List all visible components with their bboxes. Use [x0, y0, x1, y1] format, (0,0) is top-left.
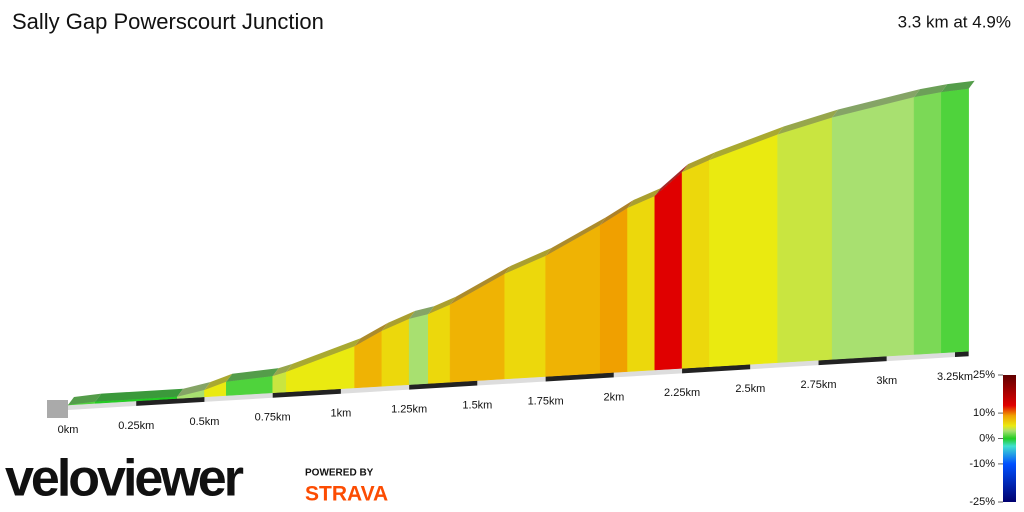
top-surface [941, 80, 975, 93]
base-strip [886, 352, 955, 362]
colorscale-label: -10% [969, 458, 995, 470]
gradient-segment [286, 345, 355, 393]
colorscale-label: 25% [973, 369, 995, 381]
top-surface [832, 89, 921, 118]
base-strip [955, 351, 969, 358]
x-tick-label: 2.25km [664, 387, 700, 399]
x-tick-label: 0.75km [255, 412, 291, 424]
gradient-segment [627, 195, 656, 372]
base-strip [136, 396, 205, 406]
x-tick-label: 2km [603, 391, 624, 403]
top-surface [654, 164, 689, 197]
brand-logo: veloviewer [5, 450, 244, 508]
base-strip [272, 388, 341, 398]
top-surface [627, 188, 661, 209]
gradient-segment [654, 171, 683, 371]
gradient-segment [504, 255, 546, 380]
top-surface [600, 200, 634, 226]
colorscale-label: 0% [979, 432, 995, 444]
gradient-segment [449, 273, 505, 383]
top-surface [682, 152, 716, 173]
top-surface [177, 381, 211, 397]
gradient-segment [428, 304, 451, 384]
gradient-segment [681, 159, 710, 369]
gradient-segment [913, 91, 942, 355]
top-surface [204, 373, 233, 390]
start-block [47, 400, 68, 418]
top-surface [272, 363, 293, 377]
x-tick-label: 1km [331, 408, 352, 420]
chart-title: Sally Gap Powerscourt Junction [12, 9, 324, 34]
colorscale-bar [1003, 375, 1016, 502]
gradient-segment [408, 313, 429, 385]
x-tick-label: 0.5km [189, 416, 219, 428]
x-tick-label: 1.5km [462, 399, 492, 411]
base-strip [613, 368, 683, 378]
top-surface [95, 388, 184, 402]
base-strip [818, 356, 887, 366]
base-strip [68, 400, 137, 410]
x-tick-label: 2.5km [735, 383, 765, 395]
top-surface [354, 322, 388, 347]
strava-logo: STRAVA [305, 483, 388, 506]
base-strip [682, 364, 751, 374]
x-tick-label: 2.75km [800, 379, 836, 391]
summary: 3.3 km at 4.9% [898, 12, 1011, 31]
powered-by: POWERED BY [305, 468, 374, 479]
base-strip [477, 376, 546, 386]
base-strip [545, 372, 614, 382]
base-strip [340, 384, 410, 394]
top-surface [409, 306, 435, 319]
top-surface [68, 393, 102, 405]
top-surface [428, 296, 457, 315]
gradient-segment [709, 134, 778, 367]
top-surface [286, 338, 361, 372]
base-strip [204, 392, 273, 402]
top-surface [545, 217, 607, 256]
top-surface [709, 126, 784, 161]
x-tick-label: 0km [58, 424, 79, 436]
gradient-segment [831, 96, 915, 360]
top-surface [381, 310, 416, 331]
colorscale-label: 10% [973, 407, 995, 419]
gradient-segment [941, 88, 969, 354]
x-tick-label: 3.25km [937, 371, 973, 383]
x-tick-label: 1.75km [528, 395, 564, 407]
x-tick-label: 0.25km [118, 420, 154, 432]
base-strip [409, 380, 478, 390]
top-surface [450, 265, 511, 305]
colorscale-label: -25% [969, 496, 995, 508]
top-surface [226, 368, 279, 382]
gradient-segment [599, 207, 628, 374]
gradient-segment [777, 117, 833, 363]
x-tick-label: 3km [876, 375, 897, 387]
top-surface [504, 247, 552, 274]
base-strip [750, 360, 819, 370]
top-surface [914, 84, 948, 98]
x-tick-label: 1.25km [391, 404, 427, 416]
top-surface [777, 109, 839, 135]
